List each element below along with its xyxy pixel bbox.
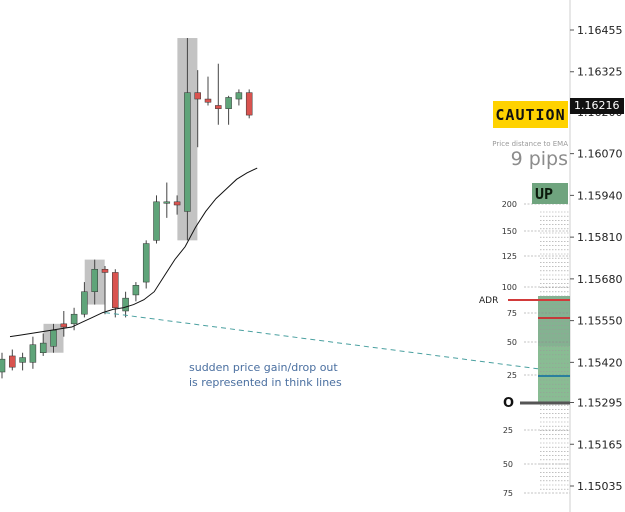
candle-body: [215, 105, 222, 109]
zero-level-label: O: [503, 396, 515, 411]
caution-badge: CAUTION: [493, 101, 568, 128]
price-axis: 1.164551.163251.162001.160701.159401.158…: [570, 24, 623, 493]
candle-body: [101, 268, 109, 273]
price-tick-label: 1.15165: [577, 438, 623, 451]
price-tick-label: 1.16325: [577, 66, 623, 79]
candle-body: [0, 358, 6, 373]
adr-scale-label: 200: [502, 200, 517, 209]
adr-scale-label: 25: [507, 371, 517, 380]
price-tick-label: 1.15550: [577, 315, 623, 328]
candle-body: [91, 268, 98, 292]
candle-body: [245, 92, 253, 116]
trend-badge: UP: [532, 183, 568, 204]
adr-scale-label: 75: [507, 309, 517, 318]
price-tick-label: 1.15295: [577, 397, 623, 410]
annotation-line-2: is represented in think lines: [189, 376, 342, 389]
price-tick-label: 1.15940: [577, 189, 623, 202]
adr-scale-label: 25: [503, 426, 513, 435]
highlight-layer: [43, 38, 198, 353]
candle-body: [60, 323, 68, 328]
annotation-line-1: sudden price gain/drop out: [189, 361, 338, 374]
candle-body: [29, 344, 37, 363]
adr-scale-label: 100: [502, 283, 517, 292]
ema-distance-value: 9 pips: [510, 148, 568, 170]
candle-body: [142, 243, 150, 283]
candle-body: [39, 342, 47, 353]
adr-scale-label: 50: [507, 338, 517, 347]
candle-body: [19, 357, 26, 363]
candle-body: [70, 313, 78, 325]
price-tick-label: 1.15810: [577, 231, 623, 244]
candle-body: [50, 330, 57, 347]
wick-layer: [1, 38, 250, 379]
candle-body: [132, 285, 140, 296]
price-tick-label: 1.15420: [577, 356, 623, 369]
candle-body: [163, 201, 171, 204]
ema-line: [9, 167, 258, 338]
current-price-label: 1.16216: [570, 98, 624, 114]
adr-scale-label: 50: [503, 460, 513, 469]
candle-body: [173, 201, 181, 206]
candle-body: [153, 201, 160, 241]
price-tick-label: 1.16070: [577, 148, 623, 161]
ema-distance-caption: Price distance to EMA: [492, 140, 568, 148]
body-layer: [0, 92, 253, 373]
price-gap-dashed-line: [104, 312, 539, 370]
price-tick-label: 1.15035: [577, 480, 623, 493]
candle-body: [225, 97, 232, 109]
candle-body: [235, 92, 243, 100]
candle-body: [204, 98, 212, 103]
candle-body: [194, 92, 201, 100]
candle-body: [81, 291, 88, 315]
adr-scale-label: 125: [502, 252, 517, 261]
adr-panel: 200 150 125 100 75 50 25 25 50 75: [502, 200, 570, 498]
adr-label: ADR: [479, 296, 499, 306]
candle-body: [112, 272, 119, 309]
adr-scale-label: 75: [503, 489, 513, 498]
adr-scale-label: 150: [502, 227, 517, 236]
price-tick-label: 1.15680: [577, 273, 623, 286]
price-tick-label: 1.16455: [577, 24, 623, 37]
candle-body: [122, 297, 129, 312]
candle-body: [184, 92, 191, 212]
candle-body: [9, 355, 16, 368]
